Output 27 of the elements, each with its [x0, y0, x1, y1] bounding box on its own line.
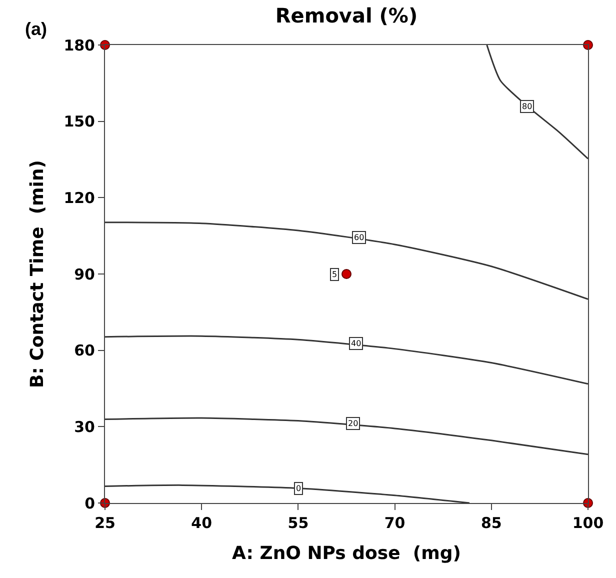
y-tick-label: 30 — [74, 418, 95, 436]
y-tick-label: 60 — [74, 342, 95, 360]
point — [342, 269, 352, 279]
x-tick-label: 70 — [384, 514, 406, 532]
annotation: 20 — [348, 419, 358, 428]
line-series — [105, 417, 588, 456]
x-axis-title: A: ZnO NPs dose (mg) — [232, 543, 461, 564]
x-tick-label: 85 — [480, 514, 502, 532]
y-tick-label: 0 — [84, 494, 95, 512]
y-axis-title: B: Contact Time (min) — [26, 160, 48, 388]
y-tick-label: 120 — [64, 188, 95, 207]
line-series — [486, 45, 588, 160]
y-tick-label: 180 — [64, 36, 95, 54]
x-tick-label: 100 — [572, 514, 604, 532]
annotation: 5 — [332, 270, 338, 279]
x-tick-label: 40 — [191, 514, 212, 532]
y-tick-label: 90 — [74, 265, 95, 284]
x-tick-label: 25 — [94, 514, 116, 532]
text: (a) — [25, 19, 48, 39]
y-tick-label: 150 — [64, 112, 95, 131]
annotation: 60 — [354, 233, 364, 242]
annotation: 80 — [522, 102, 532, 111]
annotation: 40 — [351, 339, 362, 348]
line-series — [105, 335, 588, 385]
x-tick-label: 55 — [288, 514, 309, 532]
chart-title: Removal (%) — [275, 4, 418, 28]
line-series — [105, 222, 588, 300]
